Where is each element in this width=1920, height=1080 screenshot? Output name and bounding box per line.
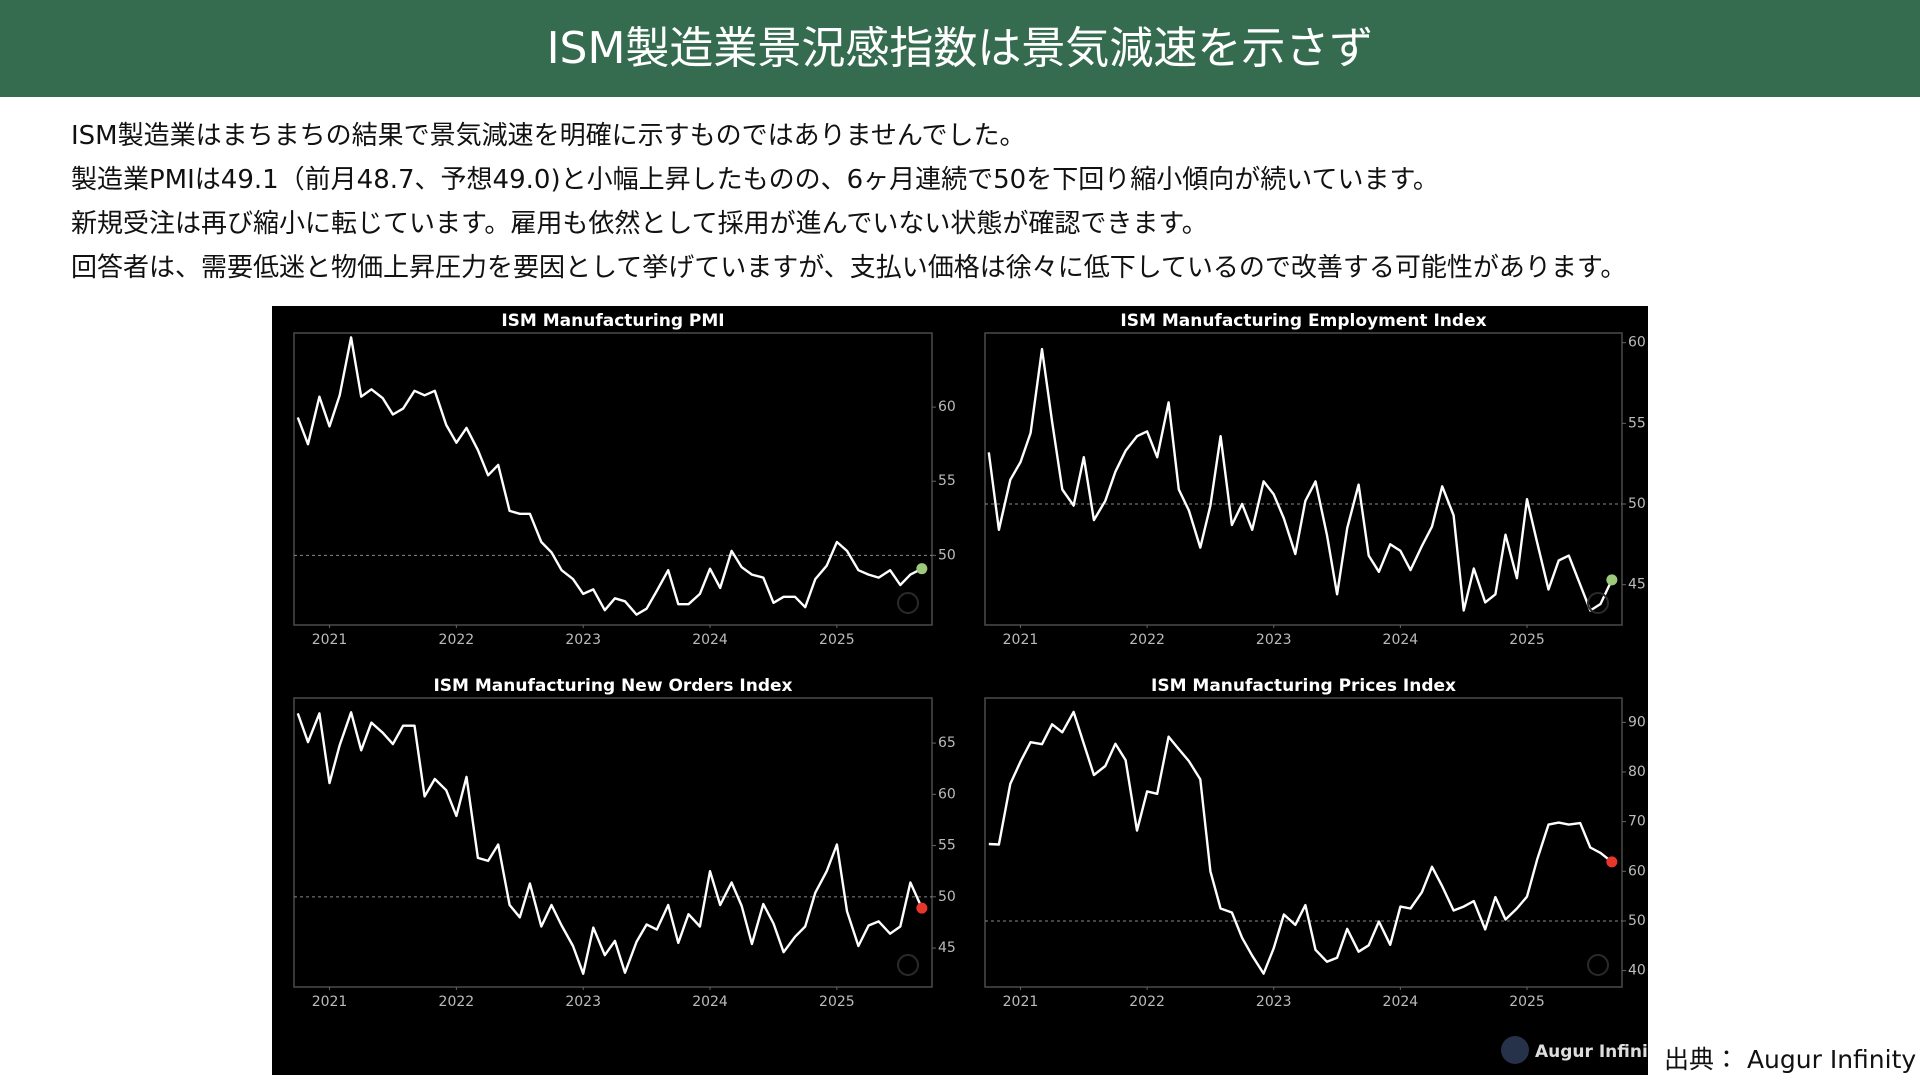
y-tick-label: 55: [938, 473, 956, 489]
y-tick-label: 80: [1628, 764, 1646, 780]
x-tick-label: 2023: [565, 994, 601, 1010]
y-tick-label: 45: [1628, 577, 1646, 593]
data-line: [987, 347, 1613, 612]
x-tick-label: 2025: [819, 994, 855, 1010]
panel-background: [272, 306, 1648, 1075]
paragraph: ISM製造業はまちまちの結果で景気減速を明確に示すものではありませんでした。: [71, 121, 1026, 151]
chart-title: ISM Manufacturing PMI: [501, 311, 724, 331]
x-tick-label: 2021: [312, 632, 348, 648]
x-tick-label: 2021: [1003, 632, 1039, 648]
data-line: [296, 336, 923, 616]
plot-border: [984, 332, 1623, 626]
chart-watermark: [897, 954, 919, 976]
y-tick-label: 50: [1628, 913, 1646, 929]
source: 出典： Augur Infinity: [1664, 1045, 1917, 1074]
x-tick-label: 2025: [1509, 994, 1545, 1010]
end-marker: [916, 902, 928, 914]
chart-watermark: [897, 592, 919, 614]
chart-title: ISM Manufacturing Employment Index: [1120, 311, 1486, 331]
plot-border: [293, 332, 933, 626]
y-tick-label: 50: [938, 889, 956, 905]
slide-title: ISM製造業景況感指数は景気減速を示さず: [0, 0, 1920, 97]
chart-panel: Augur Infinity ISM Manufacturing PMI 50 55…: [272, 306, 1648, 1075]
y-tick-label: 60: [1628, 863, 1646, 879]
x-tick-label: 2025: [819, 632, 855, 648]
end-marker: [1606, 574, 1618, 586]
y-tick-label: 70: [1628, 814, 1646, 830]
x-tick-label: 2023: [1256, 632, 1292, 648]
chart-title: ISM Manufacturing New Orders Index: [433, 676, 792, 696]
y-tick-label: 45: [938, 940, 956, 956]
x-tick-label: 2023: [565, 632, 601, 648]
x-tick-label: 2024: [1383, 632, 1419, 648]
chart-title: ISM Manufacturing Prices Index: [1151, 676, 1456, 696]
x-tick-label: 2025: [1509, 632, 1545, 648]
x-tick-label: 2022: [439, 632, 475, 648]
plot-border: [293, 697, 933, 988]
end-marker: [916, 563, 928, 575]
data-line: [296, 711, 923, 975]
y-tick-label: 60: [938, 786, 956, 802]
watermark: Augur Infinity: [1535, 1042, 1648, 1062]
chart-watermark: [1587, 592, 1609, 614]
y-tick-label: 60: [938, 399, 956, 415]
body-text: ISM製造業はまちまちの結果で景気減速を明確に示すものではありませんでした。 製…: [71, 114, 1626, 290]
x-tick-label: 2024: [1383, 994, 1419, 1010]
y-tick-label: 60: [1628, 335, 1646, 351]
paragraph: 新規受注は再び縮小に転じています。雇用も依然として採用が進んでいない状態が確認で…: [71, 209, 1208, 239]
y-tick-label: 55: [938, 838, 956, 854]
y-tick-label: 55: [1628, 415, 1646, 431]
y-tick-label: 90: [1628, 714, 1646, 730]
chart-watermark: [1587, 954, 1609, 976]
data-line: [988, 710, 1613, 975]
y-tick-label: 65: [938, 735, 956, 751]
end-marker: [1606, 856, 1618, 868]
x-tick-label: 2024: [692, 632, 728, 648]
y-tick-label: 50: [938, 547, 956, 563]
x-tick-label: 2021: [1003, 994, 1039, 1010]
x-tick-label: 2024: [692, 994, 728, 1010]
paragraph: 製造業PMIは49.1（前月48.7、予想49.0)と小幅上昇したものの、6ヶ月…: [71, 165, 1439, 195]
paragraph: 回答者は、需要低迷と物価上昇圧力を要因として挙げていますが、支払い価格は徐々に低…: [71, 253, 1627, 283]
x-tick-label: 2021: [312, 994, 348, 1010]
y-tick-label: 40: [1628, 963, 1646, 979]
x-tick-label: 2022: [439, 994, 475, 1010]
logo: [1501, 1036, 1529, 1064]
y-tick-label: 50: [1628, 496, 1646, 512]
x-tick-label: 2022: [1129, 994, 1165, 1010]
x-tick-label: 2022: [1129, 632, 1165, 648]
x-tick-label: 2023: [1256, 994, 1292, 1010]
plot-border: [984, 697, 1623, 988]
